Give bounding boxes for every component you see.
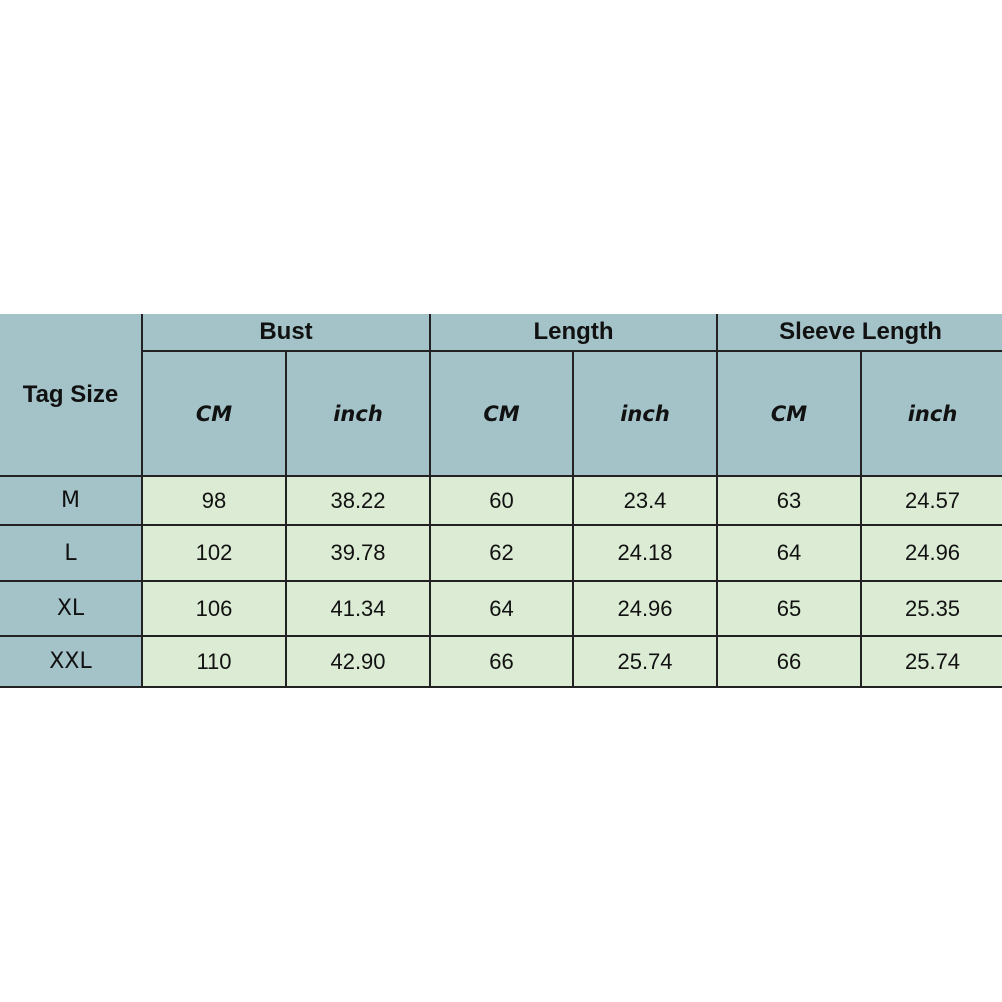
unit-header: CM xyxy=(142,350,287,477)
value-cell: 62 xyxy=(429,524,574,582)
value-cell: 25.35 xyxy=(860,580,1002,637)
table-row: M 98 38.22 60 23.4 63 24.57 xyxy=(0,476,1002,526)
table-row: L 102 39.78 62 24.18 64 24.96 xyxy=(0,524,1002,582)
unit-header: CM xyxy=(716,350,863,477)
value-cell: 64 xyxy=(716,524,863,582)
value-cell: 64 xyxy=(429,580,574,637)
value-cell: 60 xyxy=(429,476,574,526)
value-cell: 65 xyxy=(716,580,863,637)
value-cell: 24.96 xyxy=(571,580,719,637)
value-cell: 63 xyxy=(716,476,863,526)
length-header: Length xyxy=(428,314,719,352)
value-cell: 25.74 xyxy=(860,635,1002,688)
unit-header: inch xyxy=(285,350,431,477)
size-chart-table: Tag Size Bust Length Sleeve Length CM in… xyxy=(0,314,1002,688)
bust-header: Bust xyxy=(141,314,431,352)
value-cell: 24.18 xyxy=(571,524,719,582)
size-cell: L xyxy=(0,524,143,582)
value-cell: 98 xyxy=(141,476,287,526)
value-cell: 102 xyxy=(141,524,287,582)
value-cell: 110 xyxy=(141,635,287,688)
unit-header: inch xyxy=(860,350,1002,477)
value-cell: 39.78 xyxy=(285,524,431,582)
size-cell: M xyxy=(0,476,143,526)
value-cell: 66 xyxy=(716,635,863,688)
size-cell: XL xyxy=(0,580,143,637)
sleeve-length-header: Sleeve Length xyxy=(716,314,1002,352)
value-cell: 66 xyxy=(429,635,574,688)
value-cell: 42.90 xyxy=(285,635,431,688)
unit-header: CM xyxy=(429,350,574,477)
value-cell: 25.74 xyxy=(571,635,719,688)
value-cell: 38.22 xyxy=(285,476,431,526)
value-cell: 106 xyxy=(141,580,287,637)
tag-size-header: Tag Size xyxy=(0,314,143,477)
value-cell: 41.34 xyxy=(285,580,431,637)
value-cell: 23.4 xyxy=(571,476,719,526)
value-cell: 24.96 xyxy=(860,524,1002,582)
table-row: XXL 110 42.90 66 25.74 66 25.74 xyxy=(0,635,1002,688)
table-row: XL 106 41.34 64 24.96 65 25.35 xyxy=(0,580,1002,637)
size-cell: XXL xyxy=(0,635,143,688)
value-cell: 24.57 xyxy=(860,476,1002,526)
unit-header: inch xyxy=(571,350,719,477)
